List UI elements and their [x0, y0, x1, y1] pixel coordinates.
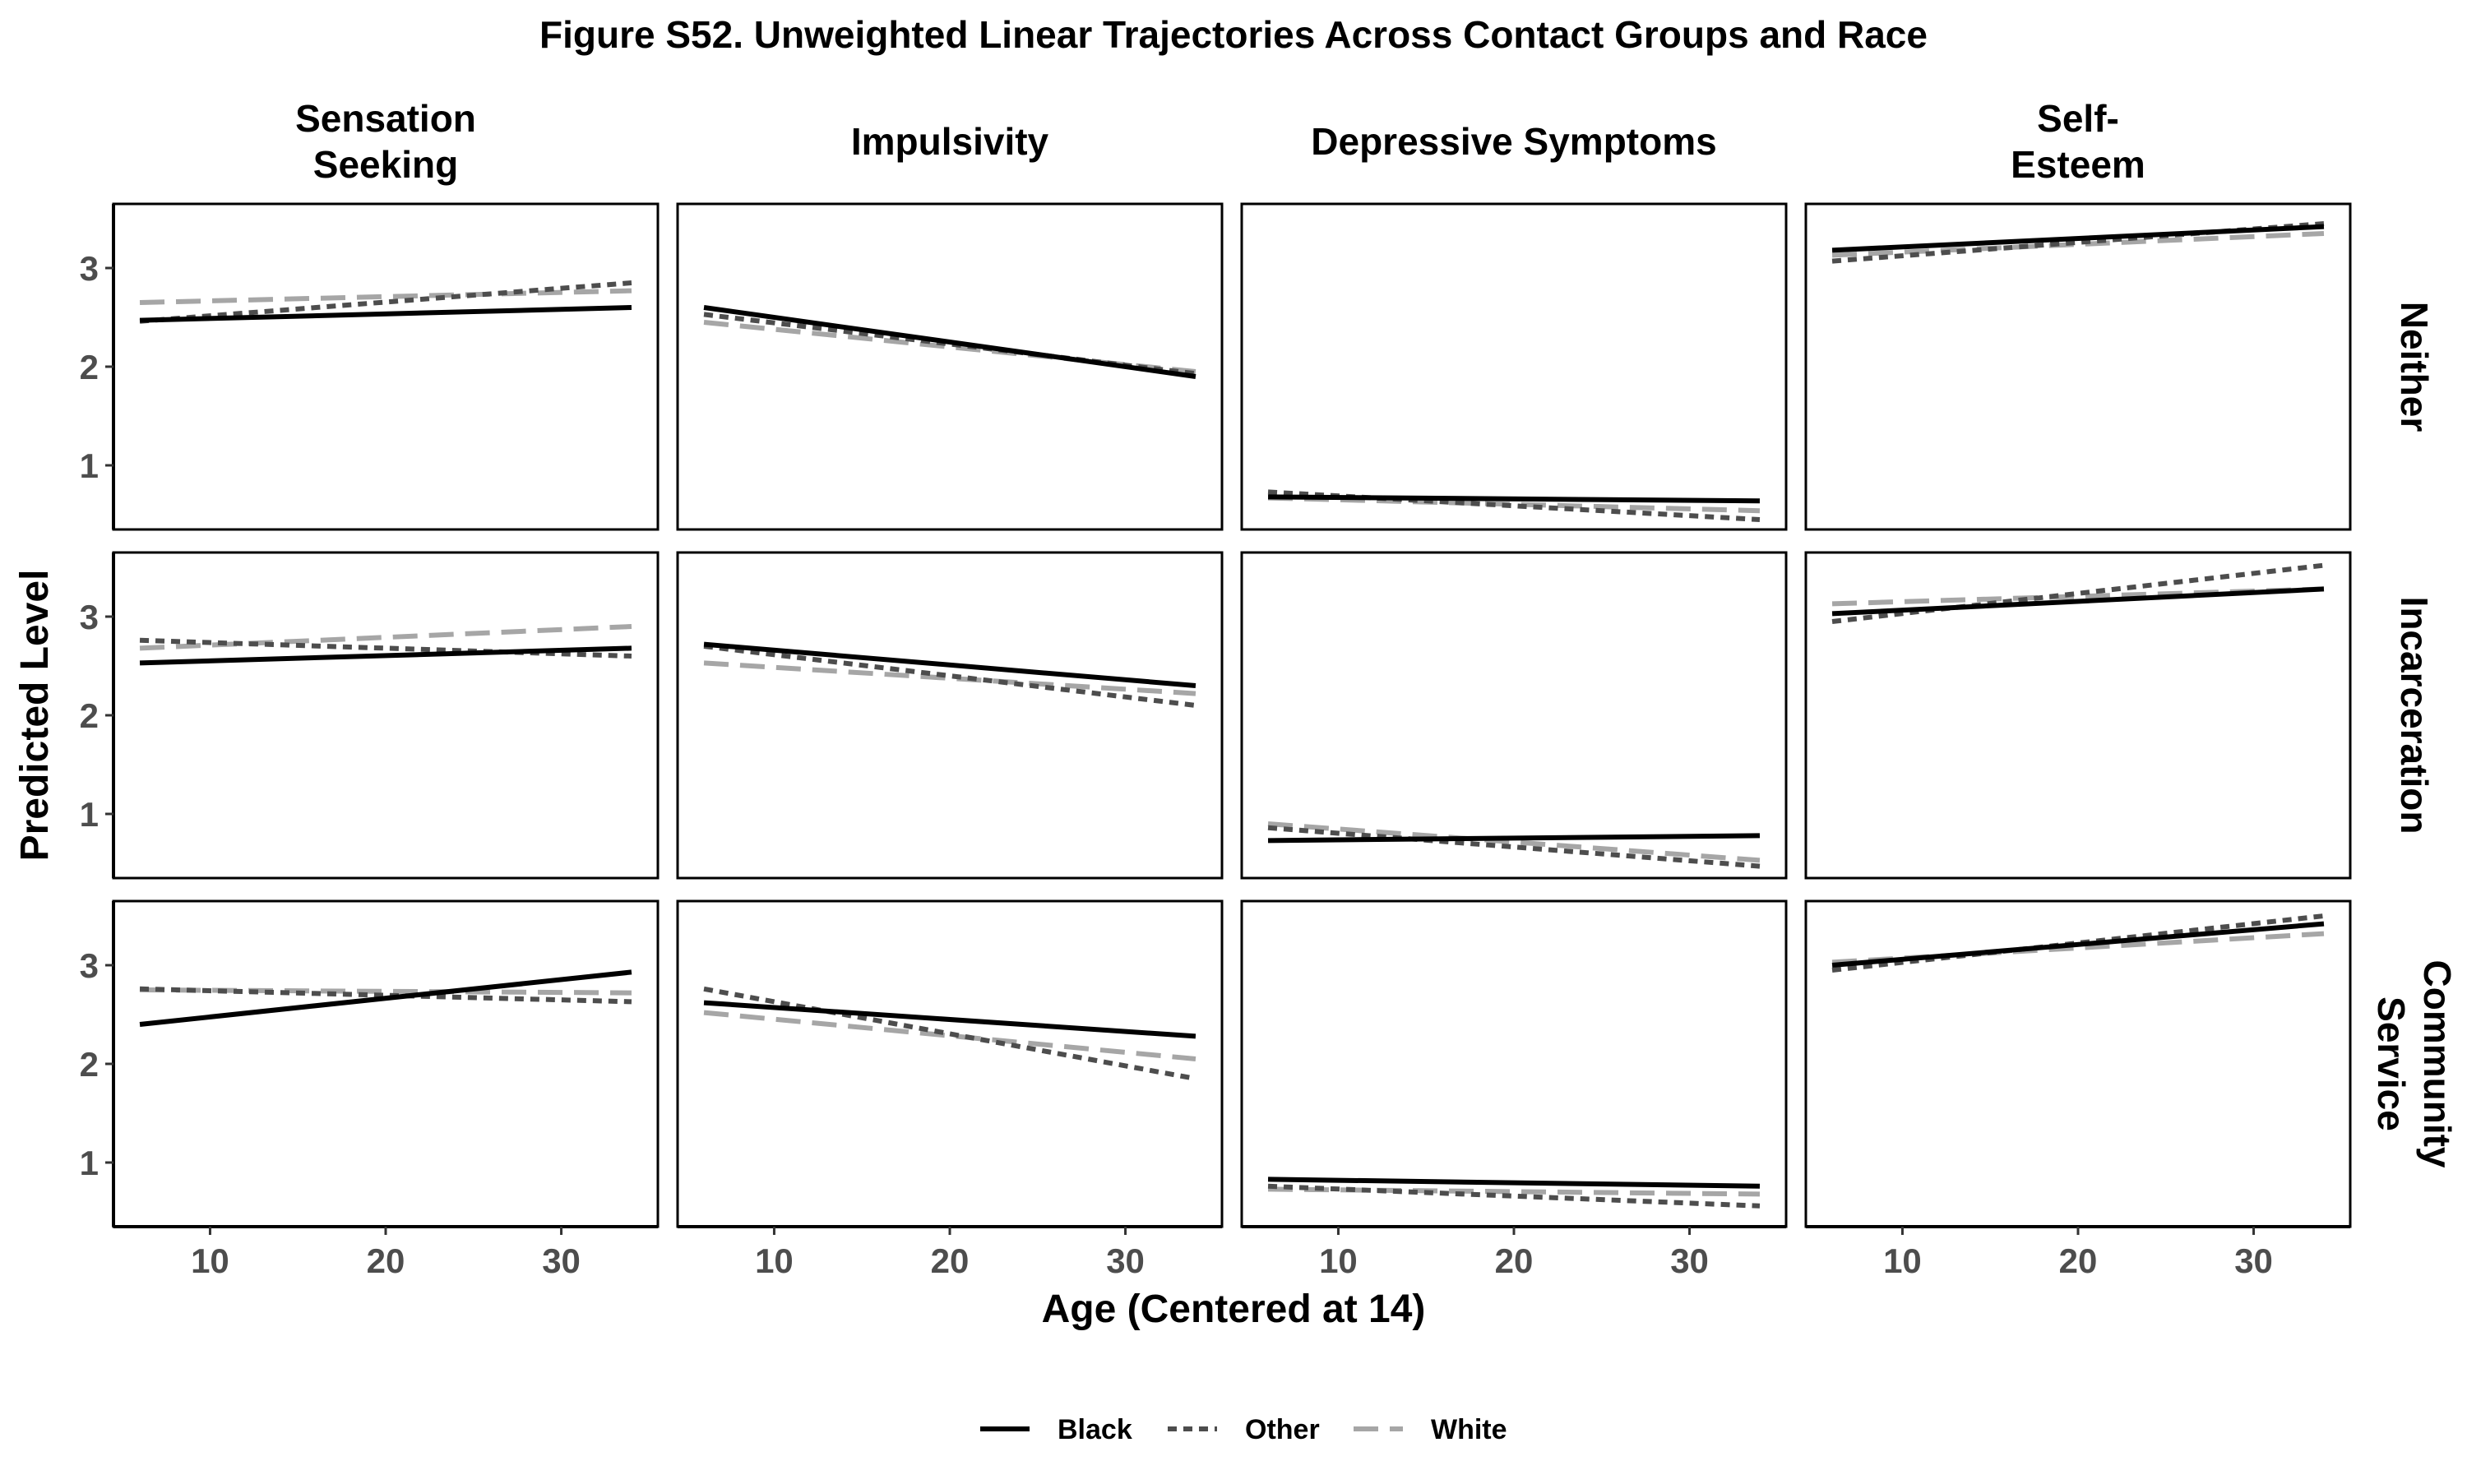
panel-border: [676, 551, 1224, 880]
y-tick-label: 2: [80, 1045, 99, 1084]
legend-label: White: [1431, 1414, 1507, 1445]
chart-panel: [1240, 202, 1788, 531]
x-tick-label: 10: [755, 1241, 794, 1280]
series-line-black: [703, 1000, 1196, 1039]
chart-panel: [1240, 551, 1788, 880]
series-line-black: [703, 641, 1196, 688]
column-strip-label: Impulsivity: [851, 120, 1049, 163]
row-strip-label: Neither: [2393, 302, 2436, 432]
panel-border: [1240, 899, 1788, 1228]
chart-panel: [112, 899, 660, 1228]
chart-panel: [676, 202, 1224, 531]
series-line-other: [703, 986, 1196, 1081]
series-line-other: [139, 986, 632, 1005]
series-line-other: [1831, 562, 2325, 624]
chart-title: Figure S52. Unweighted Linear Trajectori…: [539, 13, 1928, 56]
series-line-black: [1831, 586, 2325, 617]
x-tick-label: 30: [542, 1241, 581, 1280]
panel-border: [1804, 551, 2352, 880]
series-line-other: [1267, 1183, 1761, 1209]
series-line-other: [1831, 913, 2325, 973]
y-tick-label: 1: [80, 1144, 99, 1182]
series-line-black: [703, 305, 1196, 379]
row-strip-label: Incarceration: [2393, 597, 2436, 834]
y-tick-label: 1: [80, 795, 99, 834]
y-tick-label: 3: [80, 946, 99, 985]
panel-border: [112, 551, 660, 880]
series-line-other: [139, 637, 632, 659]
y-tick-label: 2: [80, 348, 99, 386]
legend-item-other: Other: [1168, 1414, 1320, 1445]
series-line-white: [703, 660, 1196, 696]
legend-item-white: White: [1354, 1414, 1507, 1445]
column-strip-label: Self-Esteem: [2011, 97, 2145, 186]
x-axis-label: Age (Centered at 14): [1042, 1288, 1426, 1331]
panel-border: [1804, 899, 2352, 1228]
x-tick-label: 20: [931, 1241, 970, 1280]
series-line-black: [1267, 1177, 1761, 1189]
x-tick-label: 20: [367, 1241, 405, 1280]
panel-border: [676, 899, 1224, 1228]
series-line-black: [1268, 833, 1760, 844]
x-tick-label: 10: [1883, 1241, 1922, 1280]
legend: Black Other White: [980, 1414, 1507, 1445]
panel-border: [1240, 202, 1788, 531]
panel-border: [112, 899, 660, 1228]
y-tick-label: 3: [80, 249, 99, 288]
series-line-white: [139, 288, 632, 305]
x-tick-label: 30: [1106, 1241, 1145, 1280]
y-tick-label: 1: [80, 446, 99, 485]
chart-panel: [676, 551, 1224, 880]
x-tick-label: 10: [1319, 1241, 1358, 1280]
series-line-black: [139, 645, 632, 666]
x-tick-label: 20: [2059, 1241, 2098, 1280]
chart-panel: [112, 202, 660, 531]
chart-panel: [676, 899, 1224, 1228]
series-line-black: [139, 969, 632, 1027]
panel-border: [1240, 551, 1788, 880]
series-line-other: [139, 280, 632, 324]
column-strip-label: Sensation Seeking: [295, 97, 476, 186]
chart-panel: [1804, 551, 2352, 880]
y-tick-label: 2: [80, 696, 99, 735]
legend-label: Black: [1058, 1414, 1132, 1445]
series-line-black: [1268, 494, 1760, 504]
x-tick-label: 30: [2234, 1241, 2273, 1280]
series-line-black: [139, 305, 632, 323]
series-line-black: [1831, 921, 2325, 968]
chart-panel: [1804, 202, 2352, 531]
legend-item-black: Black: [980, 1414, 1132, 1445]
chart-panel: [1240, 899, 1788, 1228]
legend-label: Other: [1245, 1414, 1320, 1445]
x-tick-label: 20: [1495, 1241, 1534, 1280]
series-line-white: [1267, 821, 1761, 863]
series-line-other: [703, 644, 1196, 708]
y-tick-label: 3: [80, 598, 99, 636]
series-line-black: [1831, 224, 2325, 253]
chart-panel: [1804, 899, 2352, 1228]
x-tick-label: 30: [1670, 1241, 1709, 1280]
series-line-white: [1831, 231, 2325, 258]
x-tick-label: 10: [191, 1241, 229, 1280]
row-strip-label: CommunityService: [2370, 960, 2459, 1168]
panel-border: [112, 202, 660, 531]
series-line-other: [1267, 825, 1761, 869]
series-line-white: [703, 1010, 1196, 1061]
y-axis-label: Predicted Level: [13, 570, 57, 862]
column-strip-label: Depressive Symptoms: [1311, 120, 1716, 163]
chart-panel: [112, 551, 660, 880]
